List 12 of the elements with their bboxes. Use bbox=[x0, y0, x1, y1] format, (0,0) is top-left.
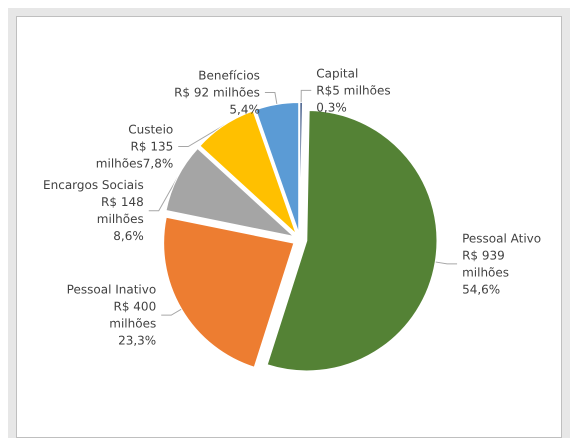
data-label: R$ 135 milhões7,8% bbox=[96, 140, 174, 171]
data-label: R$ 148 milhões 8,6% bbox=[96, 195, 144, 244]
slice-label: Capital bbox=[316, 66, 358, 80]
data-label: R$5 milhões 0,3% bbox=[316, 83, 391, 114]
slice-label: Encargos Sociais bbox=[43, 178, 144, 192]
slice-label: Pessoal Ativo bbox=[462, 231, 542, 246]
data-label: R$ 939 milhões 54,6% bbox=[462, 248, 510, 296]
data-label: R$ 92 milhões 5,4% bbox=[174, 86, 260, 117]
slice-label: Pessoal Inativo bbox=[66, 282, 156, 297]
data-label: R$ 400 milhões 23,3% bbox=[109, 300, 156, 348]
slice-label: Custeio bbox=[128, 122, 174, 137]
slice-label: Benefícios bbox=[198, 68, 260, 83]
